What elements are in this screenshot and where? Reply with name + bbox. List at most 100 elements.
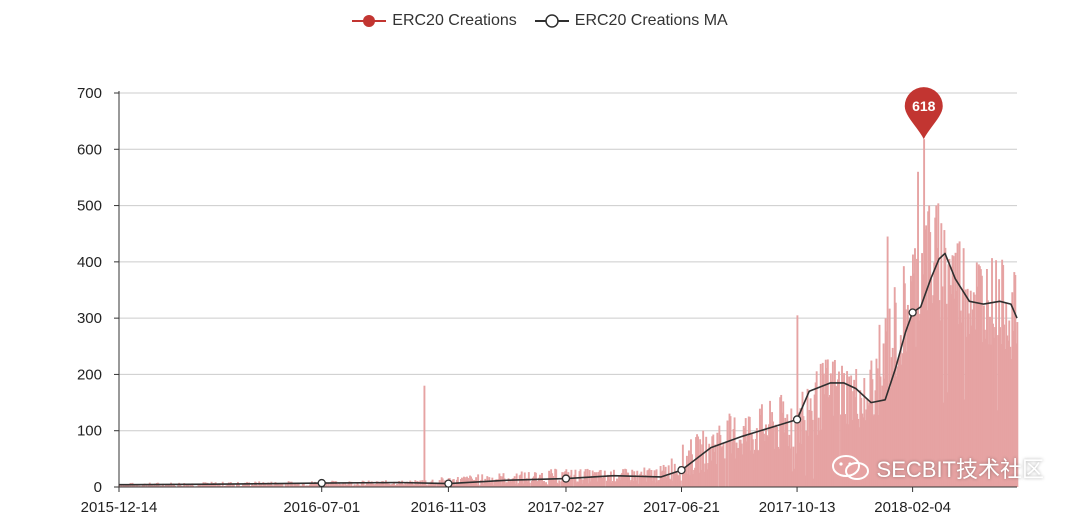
data-bar bbox=[781, 412, 784, 487]
data-bar bbox=[784, 417, 787, 487]
data-bar bbox=[279, 483, 282, 487]
data-bar bbox=[516, 484, 519, 487]
data-bar bbox=[377, 483, 380, 487]
data-bar bbox=[400, 482, 403, 487]
data-bar bbox=[526, 481, 529, 487]
data-bar bbox=[524, 479, 527, 487]
data-bar bbox=[525, 478, 528, 487]
data-bar bbox=[714, 444, 717, 487]
data-bar bbox=[575, 482, 578, 487]
data-bar bbox=[401, 480, 404, 487]
data-bar bbox=[260, 483, 263, 487]
data-bar bbox=[947, 264, 950, 487]
data-bar bbox=[600, 477, 603, 487]
data-bar bbox=[995, 260, 998, 487]
data-bar bbox=[924, 229, 927, 488]
data-bar bbox=[913, 273, 915, 487]
data-bar bbox=[326, 485, 329, 487]
data-bar bbox=[969, 290, 972, 487]
data-bar bbox=[284, 483, 287, 487]
data-bar bbox=[428, 484, 431, 487]
data-bar bbox=[576, 481, 579, 487]
data-bar bbox=[656, 481, 659, 487]
data-bar bbox=[713, 451, 716, 487]
y-tick-label: 100 bbox=[77, 423, 102, 440]
data-bar bbox=[266, 484, 269, 487]
data-bar bbox=[211, 483, 214, 487]
data-bar bbox=[626, 472, 629, 487]
data-bar bbox=[972, 292, 975, 487]
data-bar bbox=[943, 230, 946, 487]
data-bar bbox=[281, 483, 284, 487]
data-bar bbox=[191, 483, 194, 487]
data-bar bbox=[408, 482, 411, 487]
data-bar bbox=[682, 466, 685, 487]
data-bar bbox=[835, 387, 838, 487]
data-bar bbox=[801, 391, 804, 487]
data-bar bbox=[967, 313, 970, 487]
data-bar bbox=[328, 485, 331, 487]
data-bar bbox=[141, 485, 144, 487]
legend-item-erc20-creations[interactable]: ERC20 Creations bbox=[352, 12, 517, 30]
data-bar bbox=[651, 480, 654, 487]
data-bar bbox=[901, 353, 904, 487]
data-bar bbox=[580, 479, 583, 487]
data-bar bbox=[427, 484, 430, 487]
data-bar bbox=[712, 434, 715, 487]
data-bar bbox=[767, 436, 769, 487]
data-bar bbox=[358, 485, 361, 487]
data-bar bbox=[852, 391, 855, 487]
legend-item-erc20-creations-ma[interactable]: ERC20 Creations MA bbox=[534, 12, 728, 30]
data-bar bbox=[791, 471, 794, 487]
data-bar bbox=[135, 485, 138, 487]
data-bar bbox=[366, 482, 369, 487]
data-bar bbox=[571, 478, 574, 487]
data-bar bbox=[857, 418, 860, 487]
data-bar bbox=[658, 480, 661, 487]
data-bar bbox=[337, 485, 340, 487]
data-bar bbox=[876, 368, 879, 487]
data-bar bbox=[822, 373, 825, 487]
data-bar bbox=[624, 468, 627, 487]
data-bar bbox=[485, 481, 488, 487]
data-bar bbox=[483, 481, 486, 487]
data-bar bbox=[642, 475, 645, 487]
data-bar bbox=[638, 475, 641, 487]
data-bar bbox=[856, 413, 859, 487]
data-bar bbox=[402, 484, 405, 487]
data-bar bbox=[906, 304, 909, 487]
data-bar bbox=[647, 469, 650, 487]
data-bar bbox=[920, 307, 923, 487]
data-bar bbox=[964, 289, 967, 487]
data-bar bbox=[979, 269, 982, 487]
data-bar bbox=[535, 481, 538, 487]
data-bar bbox=[404, 482, 407, 487]
data-bar bbox=[814, 382, 817, 487]
data-bar bbox=[719, 434, 722, 487]
data-bar bbox=[899, 335, 902, 487]
data-bar bbox=[597, 471, 600, 487]
data-bar bbox=[268, 484, 271, 487]
data-bar bbox=[440, 477, 443, 487]
data-bar bbox=[484, 478, 487, 487]
data-bar bbox=[811, 419, 814, 487]
data-bar bbox=[311, 484, 314, 487]
data-bar bbox=[306, 485, 309, 487]
data-bar bbox=[928, 205, 931, 488]
data-bar bbox=[573, 474, 576, 487]
data-bar bbox=[122, 484, 125, 487]
data-bar bbox=[231, 484, 234, 487]
data-bar bbox=[673, 463, 676, 487]
data-bar bbox=[487, 482, 490, 487]
legend-marker-filled-icon bbox=[352, 15, 387, 27]
data-bar bbox=[760, 404, 763, 487]
data-bar bbox=[456, 477, 459, 487]
data-bar bbox=[294, 482, 297, 487]
data-bar bbox=[997, 335, 1000, 487]
data-bar bbox=[632, 480, 635, 487]
data-bar bbox=[432, 483, 435, 487]
data-bar bbox=[407, 483, 410, 487]
data-bar bbox=[973, 294, 976, 487]
data-bar bbox=[980, 275, 983, 487]
data-bar bbox=[808, 409, 811, 487]
